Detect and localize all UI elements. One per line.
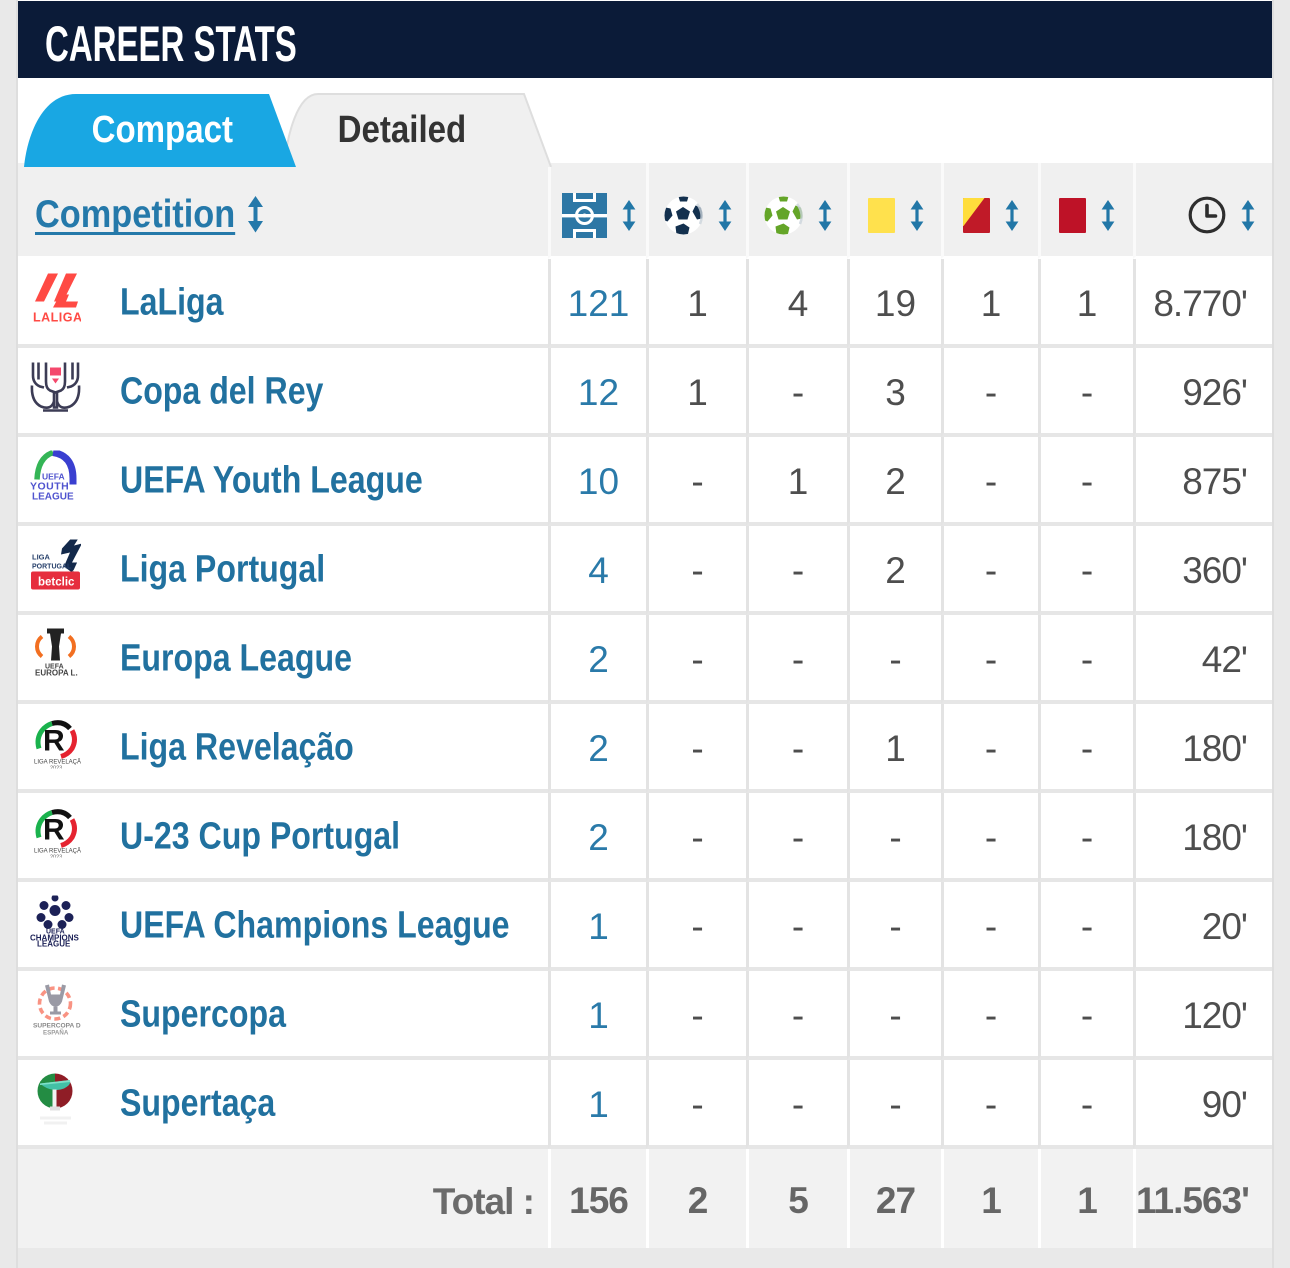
svg-text:PORTUGAL: PORTUGAL bbox=[32, 563, 72, 570]
svg-text:R: R bbox=[43, 724, 65, 757]
svg-text:R: R bbox=[43, 813, 65, 846]
svg-text:LALIGA: LALIGA bbox=[33, 310, 81, 323]
svg-text:2023: 2023 bbox=[50, 854, 62, 857]
svg-text:2023: 2023 bbox=[50, 765, 62, 768]
svg-text:EUROPA L.: EUROPA L. bbox=[35, 668, 78, 677]
svg-text:LIGA REVELAÇÃO: LIGA REVELAÇÃO bbox=[34, 847, 81, 854]
svg-text:CHAMPIONS: CHAMPIONS bbox=[30, 933, 80, 942]
svg-text:UEFA: UEFA bbox=[45, 663, 64, 670]
svg-text:SUPERCOPA DE: SUPERCOPA DE bbox=[33, 1022, 81, 1029]
svg-text:ESPAÑA: ESPAÑA bbox=[43, 1029, 69, 1035]
svg-text:LIGA: LIGA bbox=[32, 552, 50, 561]
svg-text:LEAGUE: LEAGUE bbox=[32, 491, 74, 501]
svg-text:UEFA: UEFA bbox=[46, 928, 65, 935]
svg-text:UEFA: UEFA bbox=[42, 471, 65, 481]
svg-text:LIGA REVELAÇÃO: LIGA REVELAÇÃO bbox=[34, 758, 81, 765]
svg-text:LEAGUE: LEAGUE bbox=[37, 939, 71, 946]
svg-text:YOUTH: YOUTH bbox=[30, 480, 69, 492]
svg-text:betclic: betclic bbox=[38, 576, 75, 588]
